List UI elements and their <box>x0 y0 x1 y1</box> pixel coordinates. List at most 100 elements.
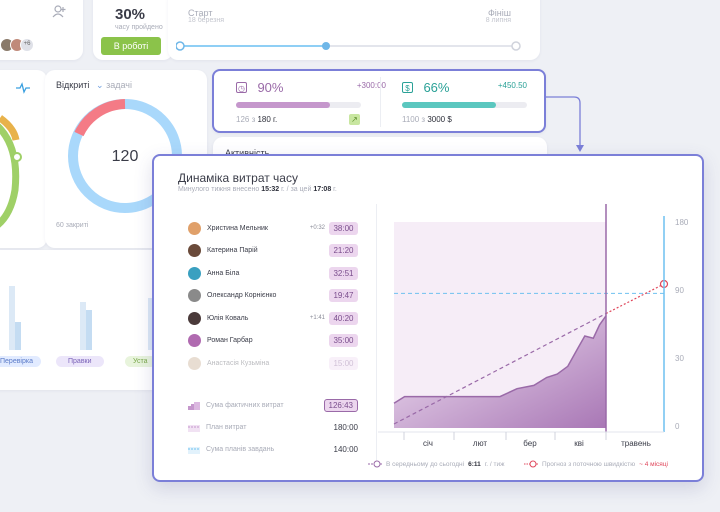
person-time: 38:00 <box>329 221 358 235</box>
person-time: 21:20 <box>329 244 358 258</box>
stages-card: Перевірка Правки Уста <box>0 250 180 390</box>
person-name: Катерина Парій <box>207 247 258 255</box>
people-list: Христина Мельник +0:32 38:00 Катерина Парій… <box>188 217 358 375</box>
person-row[interactable]: Христина Мельник +0:32 38:00 <box>188 217 358 240</box>
person-time: 40:20 <box>329 311 358 325</box>
person-time: 32:51 <box>329 266 358 280</box>
dollar-icon: $ <box>402 82 413 94</box>
forecast-line <box>605 283 665 315</box>
timeline-start-date: 18 березня <box>188 17 225 24</box>
time-budget-bar <box>236 102 361 108</box>
chip-edits[interactable]: Правки <box>56 356 104 367</box>
x-tick-label: лют <box>473 439 487 448</box>
avatar <box>188 221 201 235</box>
activity-label: Активність <box>225 148 270 158</box>
person-name: Юлія Коваль <box>207 314 249 322</box>
avatar-group[interactable]: +6 <box>0 38 34 52</box>
x-tick-label: січ <box>423 439 433 448</box>
person-row[interactable]: Катерина Парій 21:20 <box>188 240 358 263</box>
team-card: +6 <box>0 0 83 60</box>
dashed-line-icon <box>368 460 382 468</box>
person-name: Анастасія Кузьміна <box>207 359 270 367</box>
person-name: Олександр Корнієнко <box>207 292 277 300</box>
average-trend-line <box>393 313 607 425</box>
person-extra-time: +0:32 <box>309 225 325 232</box>
avatar <box>188 244 201 258</box>
person-row[interactable]: Юлія Коваль +1:41 40:20 <box>188 307 358 330</box>
stages-bars <box>9 286 154 350</box>
y-tick-label: 90 <box>675 286 684 295</box>
person-row[interactable]: Роман Гарбар 35:00 <box>188 330 358 353</box>
stacked-bars-icon <box>188 401 200 410</box>
avatar <box>188 356 201 370</box>
actual-area <box>394 315 606 428</box>
chevron-down-icon: ⌄ <box>96 80 104 90</box>
status-button[interactable]: В роботі <box>101 37 161 55</box>
card-title: Динаміка витрат часу <box>178 171 298 185</box>
avatar <box>188 311 201 325</box>
avatar <box>188 289 201 303</box>
open-tab[interactable]: Відкриті <box>56 80 90 90</box>
person-time: 35:00 <box>329 334 358 348</box>
task-plans-sum-row: Сума планів завдань 140:00 <box>188 438 358 460</box>
timeline-finish-label: Фініш <box>487 8 511 18</box>
forecast-line-icon <box>524 460 538 468</box>
person-row[interactable]: Олександр Корнієнко 19:47 <box>188 285 358 308</box>
avatar-more: +6 <box>20 38 34 52</box>
time-dynamics-card: Динаміка витрат часу Минулого тижня внес… <box>152 154 704 482</box>
closed-caption: 60 закриті <box>56 222 89 229</box>
add-user-icon[interactable] <box>52 4 66 18</box>
tasks-dropdown[interactable]: ⌄ задачі <box>96 80 132 90</box>
avatar <box>188 334 201 348</box>
panel-divider <box>376 204 377 464</box>
tasks-total: 120 <box>111 148 139 165</box>
timeline-card: Старт 18 березня Фініш 8 липня <box>168 0 540 60</box>
time-dynamics-chart[interactable]: 180 90 30 0 січ лют бер кві травень <box>378 196 698 456</box>
y-tick-label: 0 <box>675 422 680 431</box>
money-budget-spent-label: 1100 з <box>402 115 426 124</box>
progress-card: 30% часу пройдено В роботі <box>93 0 173 60</box>
time-budget[interactable]: ◷ 90% +300:00 126 з 180 г. ↗ <box>236 79 386 125</box>
pulse-icon <box>0 82 30 228</box>
gauge-card <box>0 70 47 248</box>
x-tick-label: кві <box>574 439 584 448</box>
chip-approve[interactable]: Уста <box>125 356 156 367</box>
person-name: Анна Біла <box>207 269 240 277</box>
plan-sum-row: План витрат 180:00 <box>188 416 358 438</box>
money-budget[interactable]: $ 66% +450.50 1100 з 3000 $ <box>402 79 527 124</box>
x-tick-label: травень <box>621 439 651 448</box>
person-row[interactable]: Анастасія Кузьміна 15:00 <box>188 352 358 375</box>
actual-line <box>393 315 607 404</box>
plan-sum-value: 180:00 <box>333 422 358 432</box>
person-time: 15:00 <box>329 356 358 370</box>
time-budget-total: 180 г. <box>257 115 278 124</box>
chip-review[interactable]: Перевірка <box>0 356 41 367</box>
timeline-start-label: Старт <box>188 8 213 18</box>
trend-up-icon: ↗ <box>349 114 360 125</box>
money-budget-bar <box>402 102 527 108</box>
actual-sum-value: 126:43 <box>323 398 358 412</box>
person-time: 19:47 <box>329 289 358 303</box>
y-tick-label: 30 <box>675 354 684 363</box>
avatar <box>188 266 201 280</box>
sums-list: Сума фактичних витрат 126:43 План витрат… <box>188 394 358 460</box>
timeline-finish-date: 8 липня <box>485 17 511 24</box>
task-plans-sum-value: 140:00 <box>333 444 358 454</box>
time-passed-percent: 30% <box>115 6 146 23</box>
person-row[interactable]: Анна Біла 32:51 <box>188 262 358 285</box>
forecast-legend: Прогноз з поточною швидкістю ~ 4 місяці <box>524 460 668 468</box>
connector-arrow <box>546 96 584 152</box>
money-budget-delta: +450.50 <box>497 81 527 90</box>
person-name: Христина Мельник <box>207 224 268 232</box>
time-passed-caption: часу пройдено <box>115 24 163 31</box>
timeline-track[interactable] <box>176 40 531 60</box>
card-subtitle: Минулого тижня внесено 15:32 г. / за цей… <box>178 186 337 193</box>
time-budget-spent-label: 126 з <box>236 115 256 124</box>
y-tick-label: 180 <box>675 218 689 227</box>
x-tick-label: бер <box>523 439 537 448</box>
person-extra-time: +1:41 <box>309 315 325 322</box>
person-name: Роман Гарбар <box>207 337 253 345</box>
task-plans-icon <box>188 446 200 454</box>
time-budget-percent: 90% <box>257 80 284 96</box>
time-budget-delta: +300:00 <box>356 81 386 90</box>
